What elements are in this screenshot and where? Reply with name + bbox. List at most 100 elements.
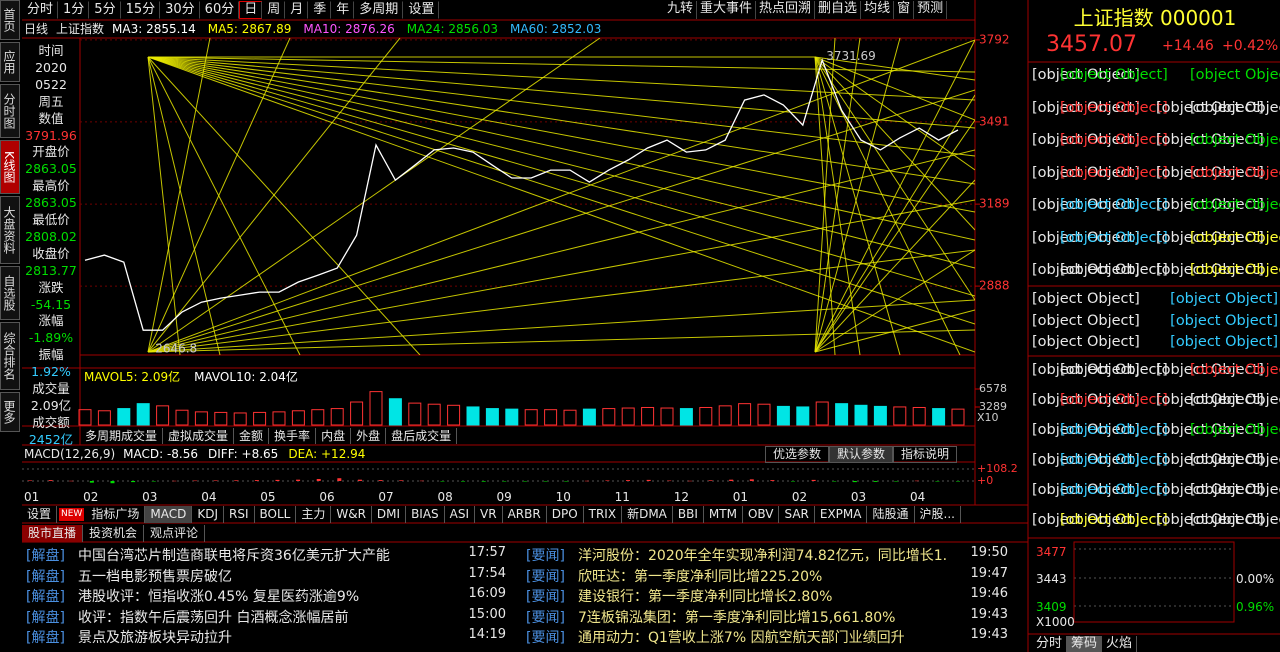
news-tag[interactable]: [解盘]	[26, 589, 65, 605]
volume-tab[interactable]: 虚拟成交量	[163, 428, 235, 444]
fan-line	[147, 38, 601, 353]
news-tag[interactable]: [解盘]	[26, 568, 65, 585]
volume-tab[interactable]: 盘后成交量	[386, 428, 458, 444]
period-tab[interactable]: 日	[239, 1, 263, 19]
period-tab[interactable]: 周	[262, 1, 286, 19]
y-tick-label: 3792	[979, 32, 1010, 46]
tool-button[interactable]: 均线	[861, 1, 895, 19]
news-tag[interactable]: [要闻]	[526, 568, 565, 585]
period-tab[interactable]: 60分	[200, 1, 240, 19]
volume-bar	[815, 401, 829, 426]
news-headline[interactable]: 建设银行：第一季度净利同比增长2.80%	[578, 589, 833, 605]
indicator-tab[interactable]: BBI	[673, 506, 704, 523]
sidebar-tab[interactable]: 自选股	[0, 266, 20, 320]
macd-button[interactable]: 优选参数	[765, 446, 830, 463]
volume-tab[interactable]: 换手率	[269, 428, 317, 444]
news-headline[interactable]: 景点及旅游板块异动拉升	[78, 630, 232, 646]
indicator-tab[interactable]: EXPMA	[815, 506, 868, 523]
mini-tab[interactable]: 火焰	[1102, 636, 1138, 652]
indicator-tab[interactable]: 沪股...	[915, 506, 961, 523]
sidebar-tab[interactable]: 更多	[0, 392, 20, 432]
quote-change: +14.46	[1162, 38, 1214, 54]
indicator-tab[interactable]: DPO	[547, 506, 584, 523]
indicator-tab[interactable]: TRIX	[584, 506, 623, 523]
sidebar-tab[interactable]: K线图	[0, 140, 20, 194]
indicator-tab[interactable]: BOLL	[255, 506, 297, 523]
indicator-tab[interactable]: ASI	[445, 506, 476, 523]
indicator-tab[interactable]: SAR	[779, 506, 815, 523]
tool-button[interactable]: 九转	[664, 1, 698, 19]
macd-button[interactable]: 默认参数	[829, 446, 894, 463]
news-tag[interactable]: [解盘]	[26, 609, 65, 626]
news-tab[interactable]: 观点评论	[144, 525, 206, 542]
macd-bar	[956, 481, 960, 482]
info-item: 时间	[38, 43, 64, 58]
mini-axis-label: 0.00%	[1236, 572, 1275, 586]
indicator-tab[interactable]: MACD	[145, 506, 193, 523]
period-tab[interactable]: 月	[285, 1, 309, 19]
volume-tab[interactable]: 多周期成交量	[80, 428, 164, 444]
news-tag[interactable]: [要闻]	[526, 548, 565, 564]
news-headline[interactable]: 五一档电影预售票房破亿	[78, 568, 232, 585]
macd-bar	[337, 478, 342, 481]
indicator-tab[interactable]: 陆股通	[867, 506, 915, 523]
indicator-tab[interactable]: VR	[475, 506, 503, 523]
news-headline[interactable]: 港股收评：恒指收涨0.45% 复星医药涨逾9%	[78, 589, 360, 605]
news-headline[interactable]: 欣旺达：第一季度净利同比增225.20%	[578, 568, 823, 585]
indicator-tab[interactable]: 设置	[22, 506, 58, 523]
macd-button[interactable]: 指标说明	[893, 446, 958, 463]
period-tab[interactable]: 设置	[403, 1, 440, 19]
news-tag[interactable]: [解盘]	[26, 630, 65, 646]
period-tab[interactable]: 多周期	[354, 1, 404, 19]
tool-button[interactable]: 重大事件	[697, 1, 757, 19]
news-tag[interactable]: [要闻]	[526, 589, 565, 605]
indicator-tab[interactable]: 指标广场	[86, 506, 146, 523]
sidebar-tab[interactable]: 首页	[0, 0, 20, 40]
macd-bar	[894, 481, 899, 482]
news-headline[interactable]: 洋河股份：2020年全年实现净利润74.82亿元，同比增长1...	[578, 548, 948, 564]
news-tag[interactable]: [解盘]	[26, 548, 65, 564]
indicator-tab[interactable]: W&R	[331, 506, 372, 523]
sidebar-tab[interactable]: 分时图	[0, 84, 20, 138]
period-tab[interactable]: 15分	[121, 1, 161, 19]
indicator-tab[interactable]: RSI	[224, 506, 255, 523]
period-tab[interactable]: 分时	[22, 1, 59, 19]
news-tab[interactable]: 投资机会	[83, 525, 145, 542]
volume-tab[interactable]: 金额	[234, 428, 270, 444]
news-tag[interactable]: [要闻]	[526, 609, 565, 626]
indicator-tab[interactable]: 主力	[296, 506, 332, 523]
quote-label: [object Object]	[1032, 197, 1140, 213]
indicator-tab[interactable]: OBV	[743, 506, 780, 523]
indicator-tab[interactable]: KDJ	[192, 506, 224, 523]
period-tab[interactable]: 5分	[89, 1, 121, 19]
new-badge: NEW	[59, 508, 85, 521]
news-headline[interactable]: 中国台湾芯片制造商联电将斥资36亿美元扩大产能	[78, 548, 390, 564]
sidebar-tab[interactable]: 大盘资料	[0, 196, 20, 264]
period-tab[interactable]: 30分	[160, 1, 200, 19]
volume-tab[interactable]: 内盘	[316, 428, 352, 444]
news-headline[interactable]: 7连板锦泓集团：第一季度净利同比增15,661.80%	[578, 609, 896, 626]
period-tab[interactable]: 1分	[58, 1, 90, 19]
sidebar-tab[interactable]: 综合排名	[0, 322, 20, 390]
volume-tab[interactable]: 外盘	[351, 428, 387, 444]
period-tab[interactable]: 年	[331, 1, 355, 19]
news-tab[interactable]: 股市直播	[22, 525, 84, 542]
indicator-tab[interactable]: ARBR	[503, 506, 547, 523]
news-headline[interactable]: 通用动力：Q1营收上涨7% 因航空航天部门业绩回升	[578, 630, 905, 646]
tool-button[interactable]: 预测	[914, 1, 948, 19]
tool-button[interactable]: 删自选	[815, 1, 862, 19]
mini-tab[interactable]: 筹码	[1067, 636, 1103, 652]
mini-tab[interactable]: 分时	[1032, 636, 1068, 652]
volume-bar	[466, 406, 480, 426]
indicator-tab[interactable]: MTM	[704, 506, 743, 523]
sidebar-tab[interactable]: 应用	[0, 42, 20, 82]
period-tab[interactable]: 季	[308, 1, 332, 19]
macd-value: DIFF: +8.65	[208, 447, 279, 461]
tool-button[interactable]: 窗	[894, 1, 915, 19]
tool-button[interactable]: 热点回溯	[756, 1, 816, 19]
news-tag[interactable]: [要闻]	[526, 630, 565, 646]
news-headline[interactable]: 收评：指数午后震荡回升 白酒概念涨幅居前	[78, 609, 349, 626]
indicator-tab[interactable]: BIAS	[406, 506, 445, 523]
indicator-tab[interactable]: DMI	[372, 506, 407, 523]
indicator-tab[interactable]: 新DMA	[622, 506, 673, 523]
